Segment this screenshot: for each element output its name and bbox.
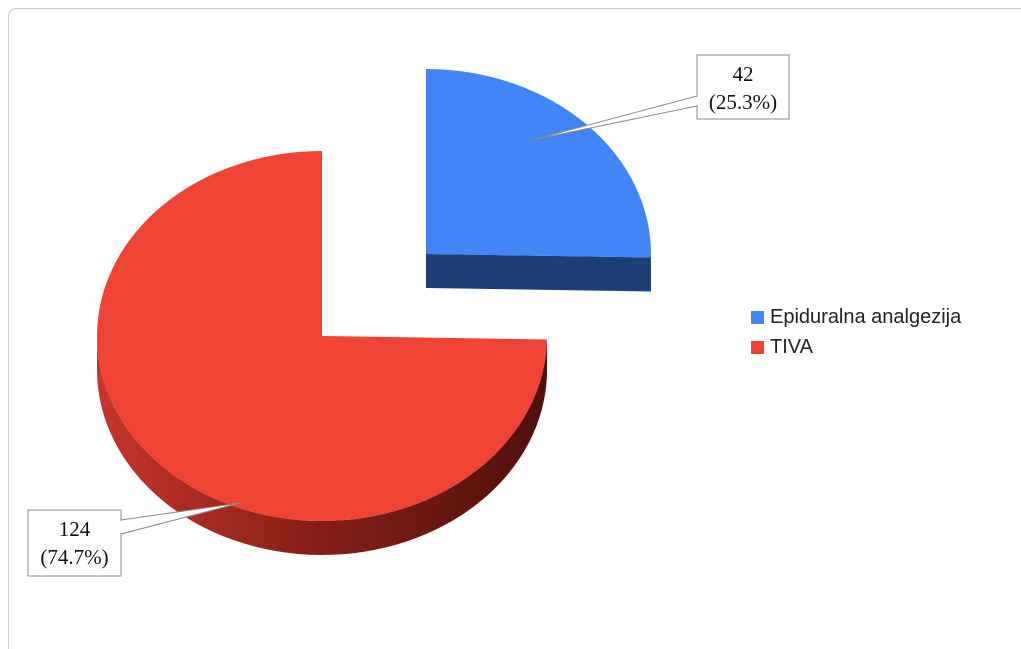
legend-label-tiva: TIVA (770, 335, 813, 358)
data-label-value: 42 (733, 62, 754, 86)
callout-pointer (531, 95, 698, 141)
callout-pointer (120, 502, 241, 535)
callout-box (27, 509, 122, 577)
legend-label-epiduralna: Epiduralna analgezija (770, 305, 962, 328)
data-label-tiva: 124 (74.7%) (27, 502, 241, 577)
callout-box (696, 54, 790, 120)
legend-swatch-tiva (751, 340, 764, 354)
legend-item-tiva: TIVA (751, 332, 961, 362)
pie-slice-tiva (96, 151, 547, 556)
data-label-epiduralna: 42 (25.3%) (531, 54, 790, 141)
pie-slice-top (426, 69, 651, 258)
pie-slice-top (96, 151, 547, 521)
legend: Epiduralna analgezija TIVA (751, 302, 961, 362)
pie-slice-epiduralna (426, 69, 651, 292)
pie-slice-face (426, 254, 651, 292)
data-label-percent: (74.7%) (40, 545, 108, 569)
legend-item-epiduralna: Epiduralna analgezija (751, 302, 961, 332)
pie-slice-side (97, 336, 547, 556)
data-label-value: 124 (59, 517, 91, 541)
legend-swatch-epiduralna (751, 310, 764, 324)
data-label-percent: (25.3%) (709, 90, 777, 114)
